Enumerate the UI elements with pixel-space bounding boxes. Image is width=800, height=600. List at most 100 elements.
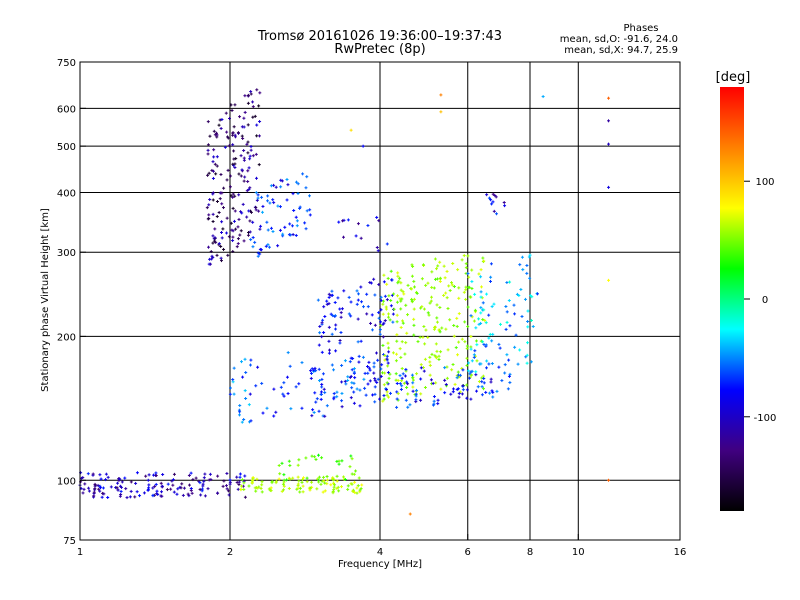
data-point (321, 372, 325, 376)
data-point (233, 133, 237, 137)
data-point (329, 312, 333, 316)
data-point (490, 305, 494, 309)
data-point (470, 286, 474, 290)
data-point (297, 479, 301, 483)
data-point (246, 101, 250, 105)
data-point (229, 103, 233, 107)
data-point (322, 331, 326, 335)
data-point (207, 213, 211, 217)
data-point (240, 484, 244, 488)
data-point (235, 475, 239, 479)
data-point (330, 289, 334, 293)
data-point (481, 256, 485, 260)
data-point (237, 172, 241, 176)
data-point (93, 483, 97, 487)
data-point (254, 489, 258, 493)
data-point (242, 239, 246, 243)
data-point (378, 397, 382, 401)
data-point (246, 140, 250, 144)
data-point (366, 371, 370, 375)
data-point (432, 395, 436, 399)
data-point (349, 482, 353, 486)
data-point (373, 293, 377, 297)
data-point (321, 318, 325, 322)
data-point (240, 168, 244, 172)
data-point (254, 191, 258, 195)
data-point (279, 178, 283, 182)
data-point (470, 359, 474, 363)
data-point (380, 363, 384, 367)
data-point (236, 225, 240, 229)
data-point (239, 229, 243, 233)
data-point (251, 236, 255, 240)
data-point (238, 233, 242, 237)
data-point (503, 204, 507, 208)
data-point (172, 490, 176, 494)
data-point (525, 271, 529, 275)
data-point (464, 262, 468, 266)
data-point (419, 306, 423, 310)
data-point (207, 478, 211, 482)
data-point (349, 454, 353, 458)
data-point (416, 340, 420, 344)
data-point (242, 481, 246, 485)
data-point (119, 489, 123, 493)
data-point (369, 321, 373, 325)
data-point (320, 456, 324, 460)
data-point (281, 392, 285, 396)
data-point (474, 370, 478, 374)
data-point (325, 478, 329, 482)
data-point (465, 364, 469, 368)
data-point (465, 356, 469, 360)
data-point (479, 295, 483, 299)
data-point (482, 342, 486, 346)
data-point (419, 377, 423, 381)
data-point (455, 387, 459, 391)
data-point (505, 310, 509, 314)
data-point (161, 473, 165, 477)
data-point (479, 311, 483, 315)
data-point (313, 391, 317, 395)
data-point (229, 386, 233, 390)
data-point (440, 326, 444, 330)
data-point (256, 196, 260, 200)
data-point (309, 376, 313, 380)
data-point (334, 349, 338, 353)
data-point (430, 285, 434, 289)
data-point (389, 299, 393, 303)
data-point (83, 482, 87, 486)
data-point (331, 489, 335, 493)
data-point (481, 318, 485, 322)
data-point (381, 302, 385, 306)
data-point (385, 390, 389, 394)
data-point (428, 301, 432, 305)
data-point (395, 352, 399, 356)
data-point (207, 203, 211, 207)
data-point (239, 154, 243, 158)
data-point (227, 235, 231, 239)
data-point (322, 479, 326, 483)
data-point (311, 408, 315, 412)
data-point (414, 398, 418, 402)
data-point (332, 368, 336, 372)
data-point (271, 198, 275, 202)
data-point (379, 320, 383, 324)
data-point (100, 495, 104, 499)
data-point (355, 289, 359, 293)
data-point (398, 347, 402, 351)
data-point (357, 354, 361, 358)
data-point (231, 378, 235, 382)
data-point (490, 389, 494, 393)
data-point (257, 209, 261, 213)
data-point (327, 325, 331, 329)
data-point (283, 225, 287, 229)
data-point (280, 461, 284, 465)
data-point (187, 473, 191, 477)
data-point (354, 234, 358, 238)
data-point (272, 414, 276, 418)
data-point (385, 242, 389, 246)
data-point (99, 486, 103, 490)
data-point (480, 285, 484, 289)
data-point (231, 206, 235, 210)
data-point (433, 257, 437, 261)
